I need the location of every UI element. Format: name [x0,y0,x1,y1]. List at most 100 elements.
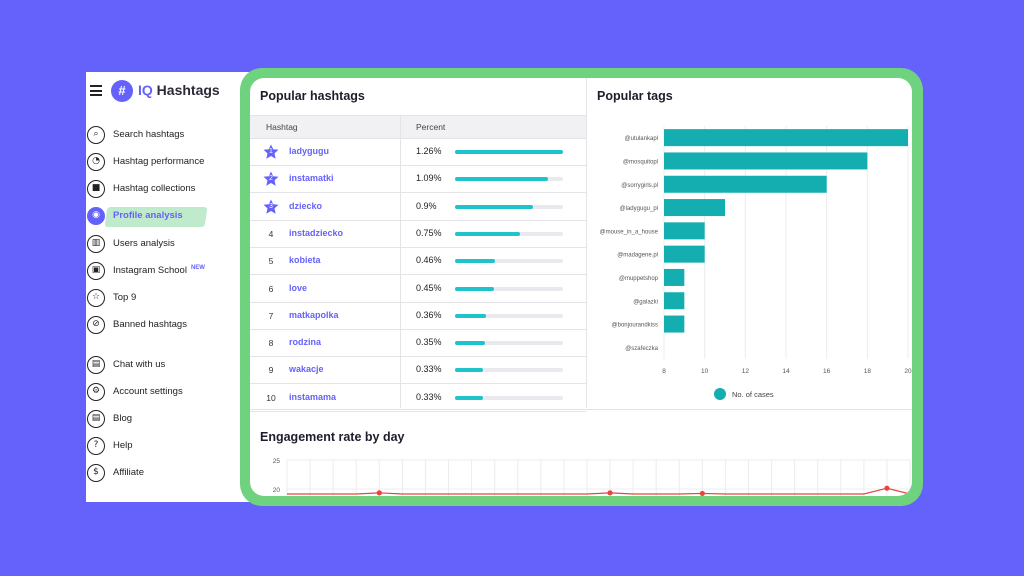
bar[interactable] [664,292,685,310]
rank-number: 4 [268,228,274,239]
engagement-title: Engagement rate by day [260,430,405,444]
bar[interactable] [664,222,705,240]
nav-label-text: Affiliate [113,467,144,478]
nav-label: Top 9 [113,292,136,303]
nav-search-hashtags[interactable]: ⌕ Search hashtags [86,125,266,147]
y-tick-label: @utulankapl [625,136,658,142]
nav-blog[interactable]: ▤ Blog [86,409,266,431]
y-tick-label: 25 [273,458,281,465]
nav-banned-hashtags[interactable]: ⊘ Banned hashtags [86,315,266,337]
ban-icon: ⊘ [87,316,105,334]
blog-icon: ▤ [87,410,105,428]
percent-bar [455,368,563,373]
hashtag-link[interactable]: love [289,282,308,293]
star-icon: ☆ [87,289,105,307]
percent-bar-fill [455,150,563,154]
percent-bar-fill [455,259,495,264]
nav-label: Account settings [113,386,183,397]
dollar-icon: $ [87,464,105,482]
x-tick-label: 20 [904,368,912,375]
sidebar-header: # IQ Hashtags [86,72,266,112]
bar[interactable] [664,268,685,286]
gear-icon: ⚙ [87,383,105,401]
nav-account-settings[interactable]: ⚙ Account settings [86,382,266,404]
popular-hashtags-title: Popular hashtags [260,89,365,103]
percent-bar-fill [455,286,494,291]
y-tick-label: @muppetshop [619,276,659,282]
y-tick-label: @sorrygirls.pl [621,183,658,189]
data-point[interactable] [699,490,705,496]
nav-hashtag-performance[interactable]: ◔ Hashtag performance [86,152,266,174]
y-tick-label: 20 [273,487,281,494]
card-divider [586,78,587,408]
x-tick-label: 8 [662,368,666,375]
nav-label: Search hashtags [113,129,184,140]
nav-label: Chat with us [113,359,165,370]
nav-users-analysis[interactable]: ▥ Users analysis [86,234,266,256]
search-icon: ⌕ [87,126,105,144]
bar[interactable] [664,152,868,170]
bar[interactable] [664,315,685,333]
nav-affiliate[interactable]: $ Affiliate [86,463,266,485]
nav-profile-analysis[interactable]: ◉ Profile analysis [86,206,266,228]
nav-help[interactable]: ? Help [86,436,266,458]
nav-instagram-school[interactable]: ▣ Instagram School NEW [86,261,266,283]
nav-label: Instagram School NEW [113,265,205,276]
percent-bar-fill [455,368,484,373]
new-badge: NEW [190,265,205,271]
hashtag-link[interactable]: instamama [289,391,337,402]
nav-label-text: Top 9 [113,292,137,303]
y-tick-label: @ladygugu_pl [620,206,658,212]
rank-star-icon: 1 [263,144,279,160]
hashtag-link[interactable]: ladygugu [289,146,329,156]
rank-number: 8 [268,338,274,349]
bar[interactable] [664,175,827,193]
percent-bar [455,231,563,236]
help-icon: ? [87,437,105,455]
bar[interactable] [664,245,705,263]
hashtag-link[interactable]: instamatki [289,173,334,184]
bar[interactable] [664,129,908,147]
table-row: 7 matkapolka 0.36% [250,302,586,330]
section-divider [250,409,912,410]
data-point[interactable] [376,490,382,496]
column-hashtag[interactable]: Hashtag [266,122,298,132]
column-percent[interactable]: Percent [416,122,446,132]
bar[interactable] [664,199,725,217]
y-tick-label: @mouse_in_a_house [600,229,659,235]
table-row: 4 instadziecko 0.75% [250,220,586,248]
percent-bar [455,313,563,318]
data-point[interactable] [607,490,613,496]
percent-bar-fill [455,231,520,236]
table-row: 10 instamama 0.33% [250,384,586,412]
hashtag-link[interactable]: matkapolka [289,309,339,320]
nav-top-9[interactable]: ☆ Top 9 [86,288,266,310]
dashboard-content: Popular hashtags Hashtag Percent 1 ladygu… [250,78,912,496]
nav-label-text: Blog [113,413,133,424]
nav-hashtag-collections[interactable]: ■ Hashtag collections [86,179,266,201]
percent-bar-fill [455,313,487,318]
percent-bar [455,177,563,182]
nav-label-text: Hashtag collections [113,183,196,194]
nav-label-text: Instagram School [113,265,187,276]
hashtag-link[interactable]: dziecko [289,200,323,211]
table-row: 5 kobieta 0.46% [250,247,586,276]
nav-label: Affiliate [113,467,144,478]
table-row: 2 instamatki 1.09% [250,165,586,194]
nav-chat-with-us[interactable]: ▤ Chat with us [86,355,266,377]
hashtag-link[interactable]: instadziecko [289,227,344,238]
nav-label-text: Account settings [113,386,183,397]
hashtag-link[interactable]: rodzina [289,337,322,348]
rank-star-icon: 2 [263,171,279,187]
hashtag-link[interactable]: wakacje [289,364,324,375]
data-point[interactable] [884,485,890,491]
menu-icon[interactable] [90,85,102,96]
legend-swatch [714,388,726,400]
table-row: 8 rodzina 0.35% [250,329,586,358]
percent-value: 0.9% [416,200,437,211]
percent-bar [455,395,563,400]
percent-value: 1.26% [416,146,442,156]
percent-value: 0.33% [416,364,442,375]
hashtag-link[interactable]: kobieta [289,255,321,266]
nav-label-text: Users analysis [113,238,175,249]
